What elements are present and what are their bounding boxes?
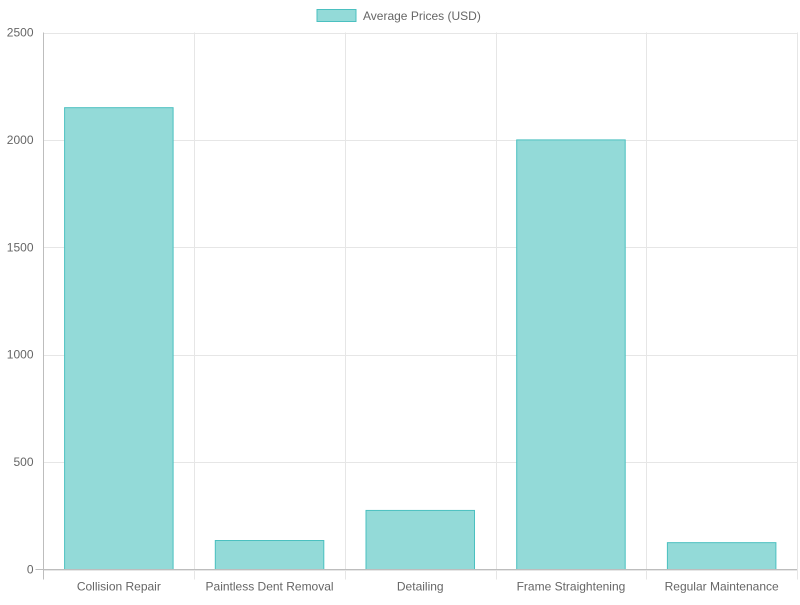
bars [64,107,777,571]
legend[interactable]: Average Prices (USD) [316,9,481,23]
x-tick-label: Collision Repair [77,580,161,594]
y-tick-label: 0 [27,563,34,577]
y-tick-label: 500 [13,455,33,469]
axes [35,32,797,580]
bar[interactable] [214,540,325,571]
y-tick-label: 2500 [7,26,34,40]
x-axis-ticks: Collision Repair Paintless Dent Removal De… [77,580,779,594]
x-tick-label: Regular Maintenance [665,580,779,594]
y-axis-ticks: 0 500 1000 1500 2000 2500 [7,26,34,577]
y-tick-label: 1000 [7,348,34,362]
y-tick-label: 1500 [7,240,34,254]
bar[interactable] [666,542,777,571]
x-tick-label: Frame Straightening [517,580,626,594]
bar[interactable] [64,107,174,571]
x-tick-label: Detailing [397,580,444,594]
legend-swatch[interactable] [316,9,357,22]
legend-label[interactable]: Average Prices (USD) [363,9,481,23]
y-tick-label: 2000 [7,133,34,147]
x-tick-label: Paintless Dent Removal [206,580,334,594]
bar[interactable] [516,139,626,570]
bar[interactable] [365,509,476,570]
